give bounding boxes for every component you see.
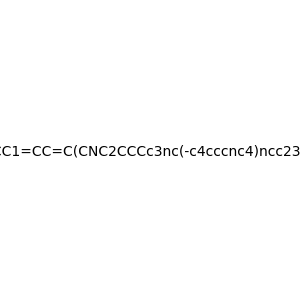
Text: OCC1=CC=C(CNC2CCCc3nc(-c4cccnc4)ncc23)O1: OCC1=CC=C(CNC2CCCc3nc(-c4cccnc4)ncc23)O1 bbox=[0, 145, 300, 158]
